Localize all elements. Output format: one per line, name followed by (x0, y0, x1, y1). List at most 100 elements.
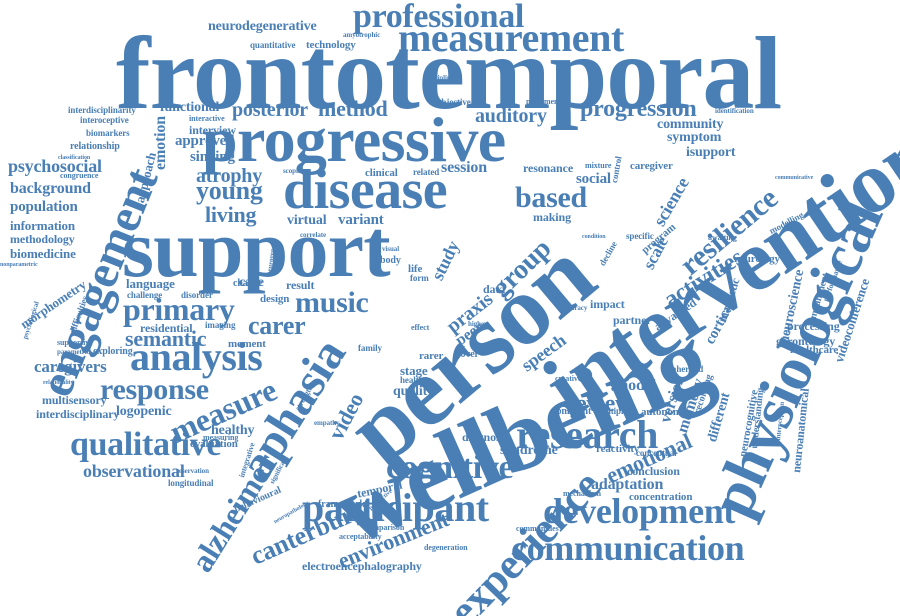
word: amyotrophic (343, 31, 381, 39)
word: framework (318, 499, 365, 510)
word: classification (58, 155, 91, 161)
word: atrophy (196, 165, 263, 187)
word: caregiver (630, 160, 673, 172)
word: symptom (667, 130, 722, 145)
word: creative (555, 374, 582, 383)
word: mechanism (563, 489, 601, 498)
word: multisensory (42, 393, 107, 407)
word: based (515, 181, 587, 214)
word: nonparametric (0, 262, 38, 268)
word: comparison (365, 523, 405, 532)
word: scoping (283, 167, 306, 175)
word: virtual (287, 213, 327, 228)
word: impact (590, 297, 625, 311)
word: visual (382, 245, 400, 253)
word: parametric (57, 348, 90, 356)
word: adaptation (591, 476, 664, 493)
word: accuracy (561, 304, 588, 312)
word: control (609, 155, 624, 184)
word: social (576, 171, 611, 187)
word: study (427, 237, 464, 284)
word: data (483, 282, 506, 296)
word: family (358, 343, 382, 353)
word: moment (228, 338, 266, 350)
word: syndrome (500, 443, 558, 458)
word: higher (468, 320, 488, 328)
word: conclusion (627, 464, 680, 478)
word: processing (787, 319, 840, 333)
word: frontotemporal (116, 16, 782, 131)
word: healthy (211, 423, 255, 438)
word: longitudinal (168, 478, 214, 488)
word: acceptability (339, 532, 382, 541)
word: caregivers (34, 357, 107, 376)
word: interoceptive (80, 115, 129, 125)
word: care (239, 275, 264, 290)
word: communication (511, 528, 745, 568)
word: partner (613, 313, 652, 327)
word: autonomic (641, 406, 690, 418)
word: biomedicine (10, 246, 76, 261)
word: progression (580, 96, 697, 122)
word: interactive (189, 114, 225, 123)
word: model (615, 377, 656, 394)
word: effect (411, 323, 430, 332)
word: specific (626, 231, 654, 241)
word: support (122, 203, 391, 294)
word: research (516, 412, 658, 457)
word: neurology (734, 253, 780, 265)
word: community (657, 117, 724, 132)
word: related (413, 167, 440, 177)
word: exploring (93, 346, 133, 357)
word: multiple (596, 406, 628, 416)
word: cognitive (386, 449, 514, 486)
word: communities (516, 524, 559, 533)
word: disease (283, 159, 448, 221)
word: relationality (43, 380, 74, 386)
word: quantitative (250, 40, 296, 50)
word: approved (175, 133, 235, 149)
word: observational (83, 461, 185, 481)
word: isupport (686, 145, 736, 160)
word: clinical (365, 167, 398, 179)
word: session (441, 159, 488, 176)
word: inherited (669, 364, 704, 374)
word: communicative (775, 175, 814, 181)
word: response (100, 373, 209, 406)
word: discipline (426, 74, 454, 82)
word: information (10, 218, 76, 233)
word: professional (353, 0, 524, 35)
word: condition (582, 234, 606, 240)
word: making (533, 210, 571, 224)
word: empathy (314, 419, 340, 427)
word: congruence (60, 171, 99, 180)
word: auditory (475, 105, 547, 127)
word: awaiting (708, 233, 737, 242)
word: objective (437, 97, 471, 107)
word: population (10, 199, 78, 215)
word: neurodegenerative (208, 19, 317, 34)
word: concentration (629, 491, 693, 503)
word: health (400, 375, 424, 385)
word: movement (526, 97, 561, 106)
word: mixture (585, 161, 612, 170)
word: relationship (70, 141, 120, 152)
word: degeneration (424, 543, 468, 552)
word: methodology (10, 232, 75, 246)
word: participant (302, 485, 489, 530)
word: stage (400, 363, 428, 378)
word: method (318, 96, 388, 121)
word: life (408, 263, 423, 275)
word: supportive (57, 338, 93, 347)
word: music (295, 286, 369, 319)
word: conceptual (636, 448, 677, 458)
word: challenge (127, 290, 163, 300)
word: identification (715, 107, 754, 115)
word: resonance (523, 161, 574, 175)
word: biomarkers (86, 128, 130, 138)
word: rarer (419, 350, 444, 362)
word: healthcare (790, 344, 839, 356)
word: form (410, 273, 429, 283)
word: quality (393, 384, 435, 399)
word: change (233, 278, 263, 289)
